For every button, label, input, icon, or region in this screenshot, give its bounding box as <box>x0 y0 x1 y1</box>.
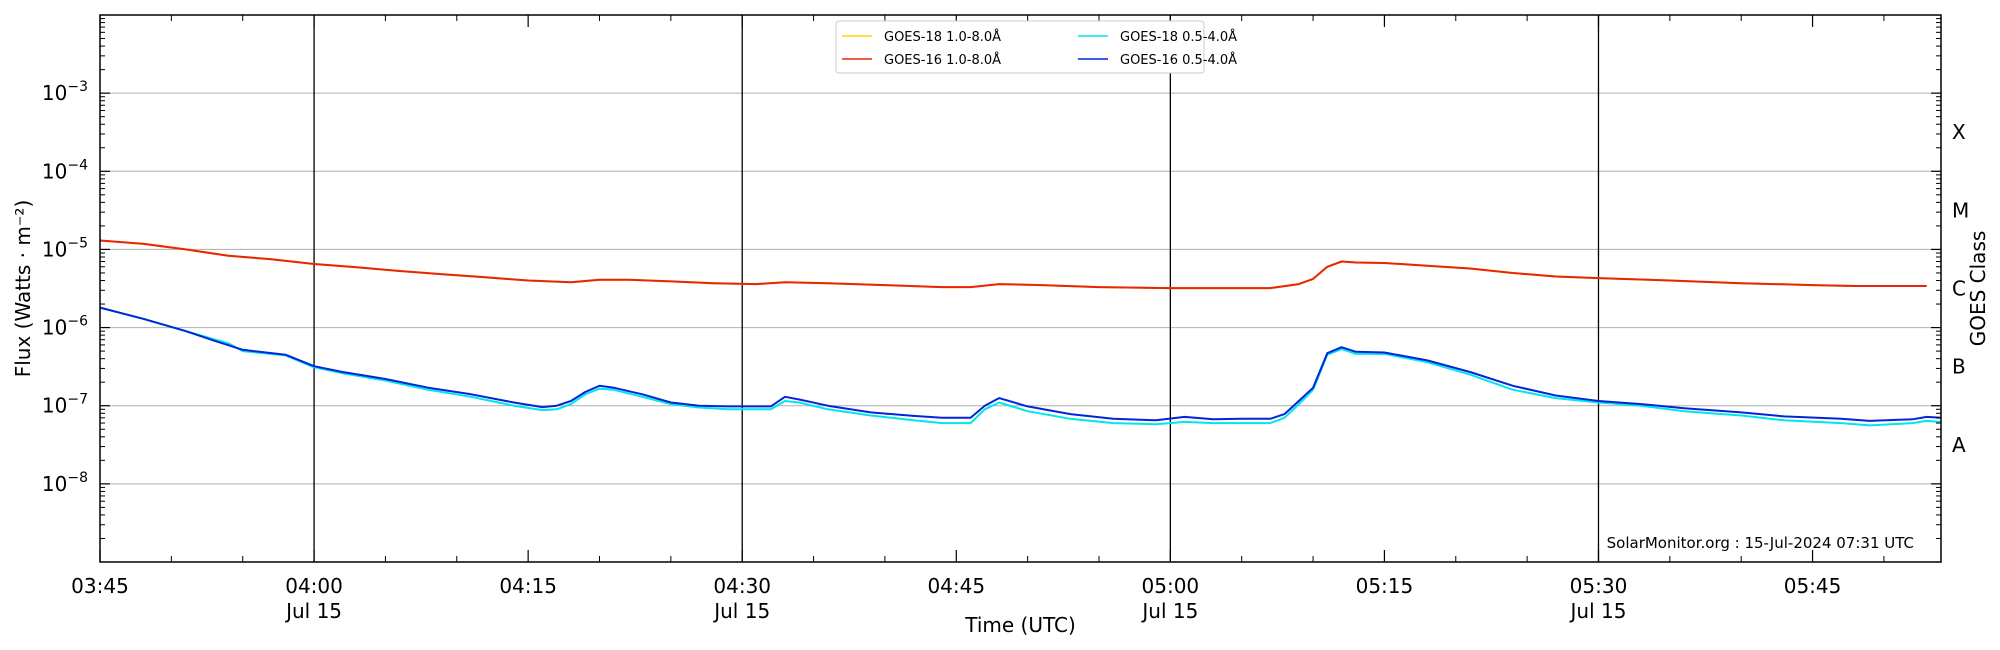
goes-class-label: C <box>1952 277 1966 301</box>
goes-class-axis-title: GOES Class <box>1966 231 1990 347</box>
x-tick-label: 05:30 <box>1570 574 1628 598</box>
y-tick-label: 10−4 <box>42 157 88 183</box>
legend-entry-label: GOES-18 0.5-4.0Å <box>1120 29 1237 45</box>
series-line <box>99 306 1942 427</box>
y-tick-label: 10−3 <box>42 79 88 105</box>
axis-ticks <box>99 15 1941 562</box>
x-tick-date-label: Jul 15 <box>712 599 770 623</box>
goes-class-label: B <box>1952 355 1966 379</box>
series-line <box>99 239 1927 290</box>
x-tick-label: 03:45 <box>71 574 129 598</box>
x-tick-date-label: Jul 15 <box>1140 599 1198 623</box>
y-tick-label: 10−8 <box>42 470 88 496</box>
x-tick-date-label: Jul 15 <box>1569 599 1627 623</box>
legend-entry-label: GOES-18 1.0-8.0Å <box>884 29 1001 45</box>
series-lines <box>99 239 1942 427</box>
x-tick-label: 05:45 <box>1784 574 1842 598</box>
legend: GOES-18 1.0-8.0Å GOES-16 1.0-8.0Å GOES-18 … <box>835 20 1237 74</box>
x-tick-date-label: Jul 15 <box>284 599 342 623</box>
gridlines <box>100 92 1941 485</box>
x-tick-label: 04:30 <box>713 574 771 598</box>
goes-class-labels: X M C B A <box>1952 120 1969 457</box>
x-tick-label: 05:00 <box>1142 574 1200 598</box>
day-boundary-lines <box>313 15 1600 562</box>
series-line <box>99 239 1927 290</box>
x-tick-label: 04:45 <box>927 574 985 598</box>
y-tick-label: 10−6 <box>42 314 88 340</box>
x-tick-label: 05:15 <box>1356 574 1414 598</box>
x-tick-label: 04:15 <box>499 574 557 598</box>
plot-frame <box>99 14 1942 563</box>
credit-text: SolarMonitor.org : 15-Jul-2024 07:31 UTC <box>1607 534 1914 552</box>
goes-class-label: A <box>1952 433 1966 457</box>
x-axis-title: Time (UTC) <box>964 613 1076 637</box>
y-tick-label: 10−5 <box>42 235 88 261</box>
y-tick-label: 10−7 <box>42 392 88 418</box>
x-tick-label: 04:00 <box>285 574 343 598</box>
y-axis-title: Flux (Watts · m⁻²) <box>11 200 35 378</box>
series-line <box>99 306 1942 422</box>
goes-class-label: X <box>1952 120 1966 144</box>
legend-box <box>835 20 1205 74</box>
goes-class-label: M <box>1952 198 1969 222</box>
legend-entry-label: GOES-16 0.5-4.0Å <box>1120 52 1237 68</box>
legend-entry-label: GOES-16 1.0-8.0Å <box>884 52 1001 68</box>
y-tick-labels: 10−3 10−4 10−5 10−6 10−7 10−8 <box>42 79 88 496</box>
